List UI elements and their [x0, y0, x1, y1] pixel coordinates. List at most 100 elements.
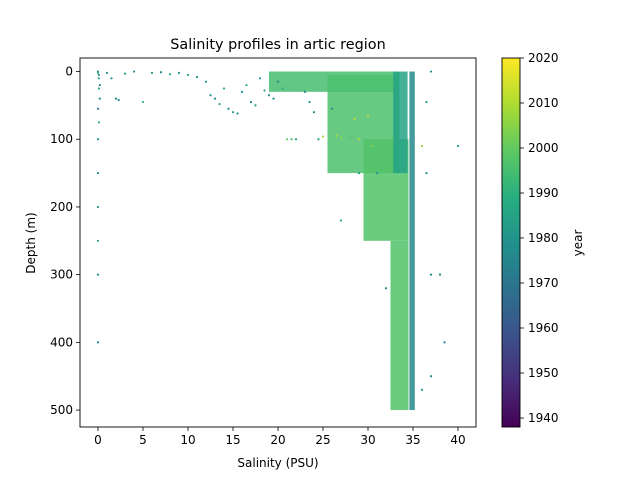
- y-tick-label: 300: [50, 268, 73, 282]
- profile-band: [393, 71, 408, 174]
- data-point: [96, 205, 100, 209]
- data-point: [308, 100, 311, 104]
- y-tick-label: 0: [65, 65, 73, 79]
- y-axis-ticks: 0 100 200 300 400 500: [50, 65, 80, 417]
- data-point: [97, 87, 100, 90]
- data-point: [254, 104, 257, 107]
- data-point: [375, 172, 379, 175]
- data-point: [353, 117, 356, 121]
- data-point: [339, 136, 343, 139]
- data-point: [429, 375, 433, 378]
- y-axis-label: Depth (m): [24, 212, 38, 273]
- data-point: [168, 73, 172, 76]
- colorbar-tick-label: 2010: [528, 96, 559, 110]
- data-point: [303, 90, 307, 93]
- data-point: [97, 121, 100, 124]
- colorbar-tick-label: 2000: [528, 141, 559, 155]
- data-point: [429, 273, 433, 276]
- colorbar-tick-label: 1950: [528, 366, 559, 380]
- data-point: [263, 89, 266, 92]
- data-point: [96, 273, 100, 276]
- x-tick-label: 5: [139, 433, 147, 447]
- data-point: [236, 112, 239, 115]
- data-point: [209, 94, 212, 97]
- data-point: [213, 97, 217, 100]
- data-point: [96, 239, 100, 242]
- y-tick-label: 200: [50, 200, 73, 214]
- colorbar-tick-label: 1990: [528, 186, 559, 200]
- data-point: [425, 100, 428, 104]
- x-tick-label: 30: [360, 433, 375, 447]
- x-tick-label: 35: [405, 433, 420, 447]
- data-point: [117, 98, 120, 102]
- data-point: [177, 71, 181, 74]
- data-point: [105, 71, 109, 74]
- data-point: [96, 107, 100, 110]
- data-point: [281, 87, 284, 90]
- data-point: [290, 138, 293, 141]
- colorbar-tick-label: 1940: [528, 411, 559, 425]
- profile-band: [390, 240, 409, 411]
- data-point: [317, 138, 320, 141]
- axes-frame: [79, 57, 477, 428]
- data-point: [335, 134, 338, 137]
- x-tick-label: 20: [270, 433, 285, 447]
- data-point: [371, 144, 374, 148]
- data-point: [231, 111, 235, 114]
- colorbar-label: year: [571, 230, 585, 257]
- data-point: [438, 273, 442, 276]
- data-point: [267, 94, 271, 97]
- data-point: [150, 71, 154, 74]
- data-point: [330, 107, 334, 110]
- data-point: [425, 172, 428, 175]
- data-point: [312, 111, 316, 114]
- data-point: [123, 72, 127, 75]
- plot-area: [96, 70, 460, 411]
- colorbar-tick-label: 2020: [528, 51, 559, 65]
- data-point: [285, 138, 289, 141]
- colorbar-ticks: 1940 1950 1960 1970 1980 1990 2000 2010 2020: [520, 51, 559, 425]
- chart-title: Salinity profiles in artic region: [170, 37, 385, 53]
- colorbar-tick-label: 1970: [528, 276, 559, 290]
- x-axis-ticks: 0 5 10 15 20 25 30 35 40: [94, 427, 466, 447]
- data-point: [294, 138, 298, 141]
- y-tick-label: 500: [50, 403, 73, 417]
- profile-band: [409, 71, 415, 411]
- data-point: [249, 100, 253, 104]
- data-point: [245, 83, 248, 87]
- x-axis-label: Salinity (PSU): [237, 456, 318, 470]
- data-point: [420, 144, 424, 148]
- data-point: [366, 114, 370, 117]
- y-tick-label: 400: [50, 335, 73, 349]
- data-point: [357, 172, 361, 175]
- data-point: [159, 71, 163, 74]
- data-point: [97, 73, 100, 77]
- data-point: [456, 144, 460, 148]
- data-point: [420, 388, 424, 391]
- data-point: [96, 71, 100, 74]
- data-point: [276, 80, 280, 83]
- data-point: [258, 77, 262, 80]
- data-point: [114, 97, 118, 100]
- data-point: [96, 172, 100, 175]
- data-point: [272, 97, 275, 100]
- data-point: [443, 341, 446, 344]
- y-tick-label: 100: [50, 132, 73, 146]
- data-point: [429, 70, 433, 73]
- data-point: [132, 70, 136, 73]
- data-point: [186, 73, 190, 77]
- data-point: [98, 97, 101, 100]
- data-point: [98, 83, 101, 87]
- colorbar-tick-label: 1960: [528, 321, 559, 335]
- data-point: [96, 138, 100, 141]
- data-point: [96, 341, 100, 344]
- data-point: [240, 90, 244, 93]
- x-tick-label: 25: [315, 433, 330, 447]
- data-point: [321, 135, 325, 138]
- data-point: [218, 102, 221, 106]
- data-point: [141, 100, 145, 104]
- x-tick-label: 10: [180, 433, 195, 447]
- data-point: [357, 138, 361, 141]
- data-point: [110, 77, 113, 80]
- data-point: [97, 77, 100, 80]
